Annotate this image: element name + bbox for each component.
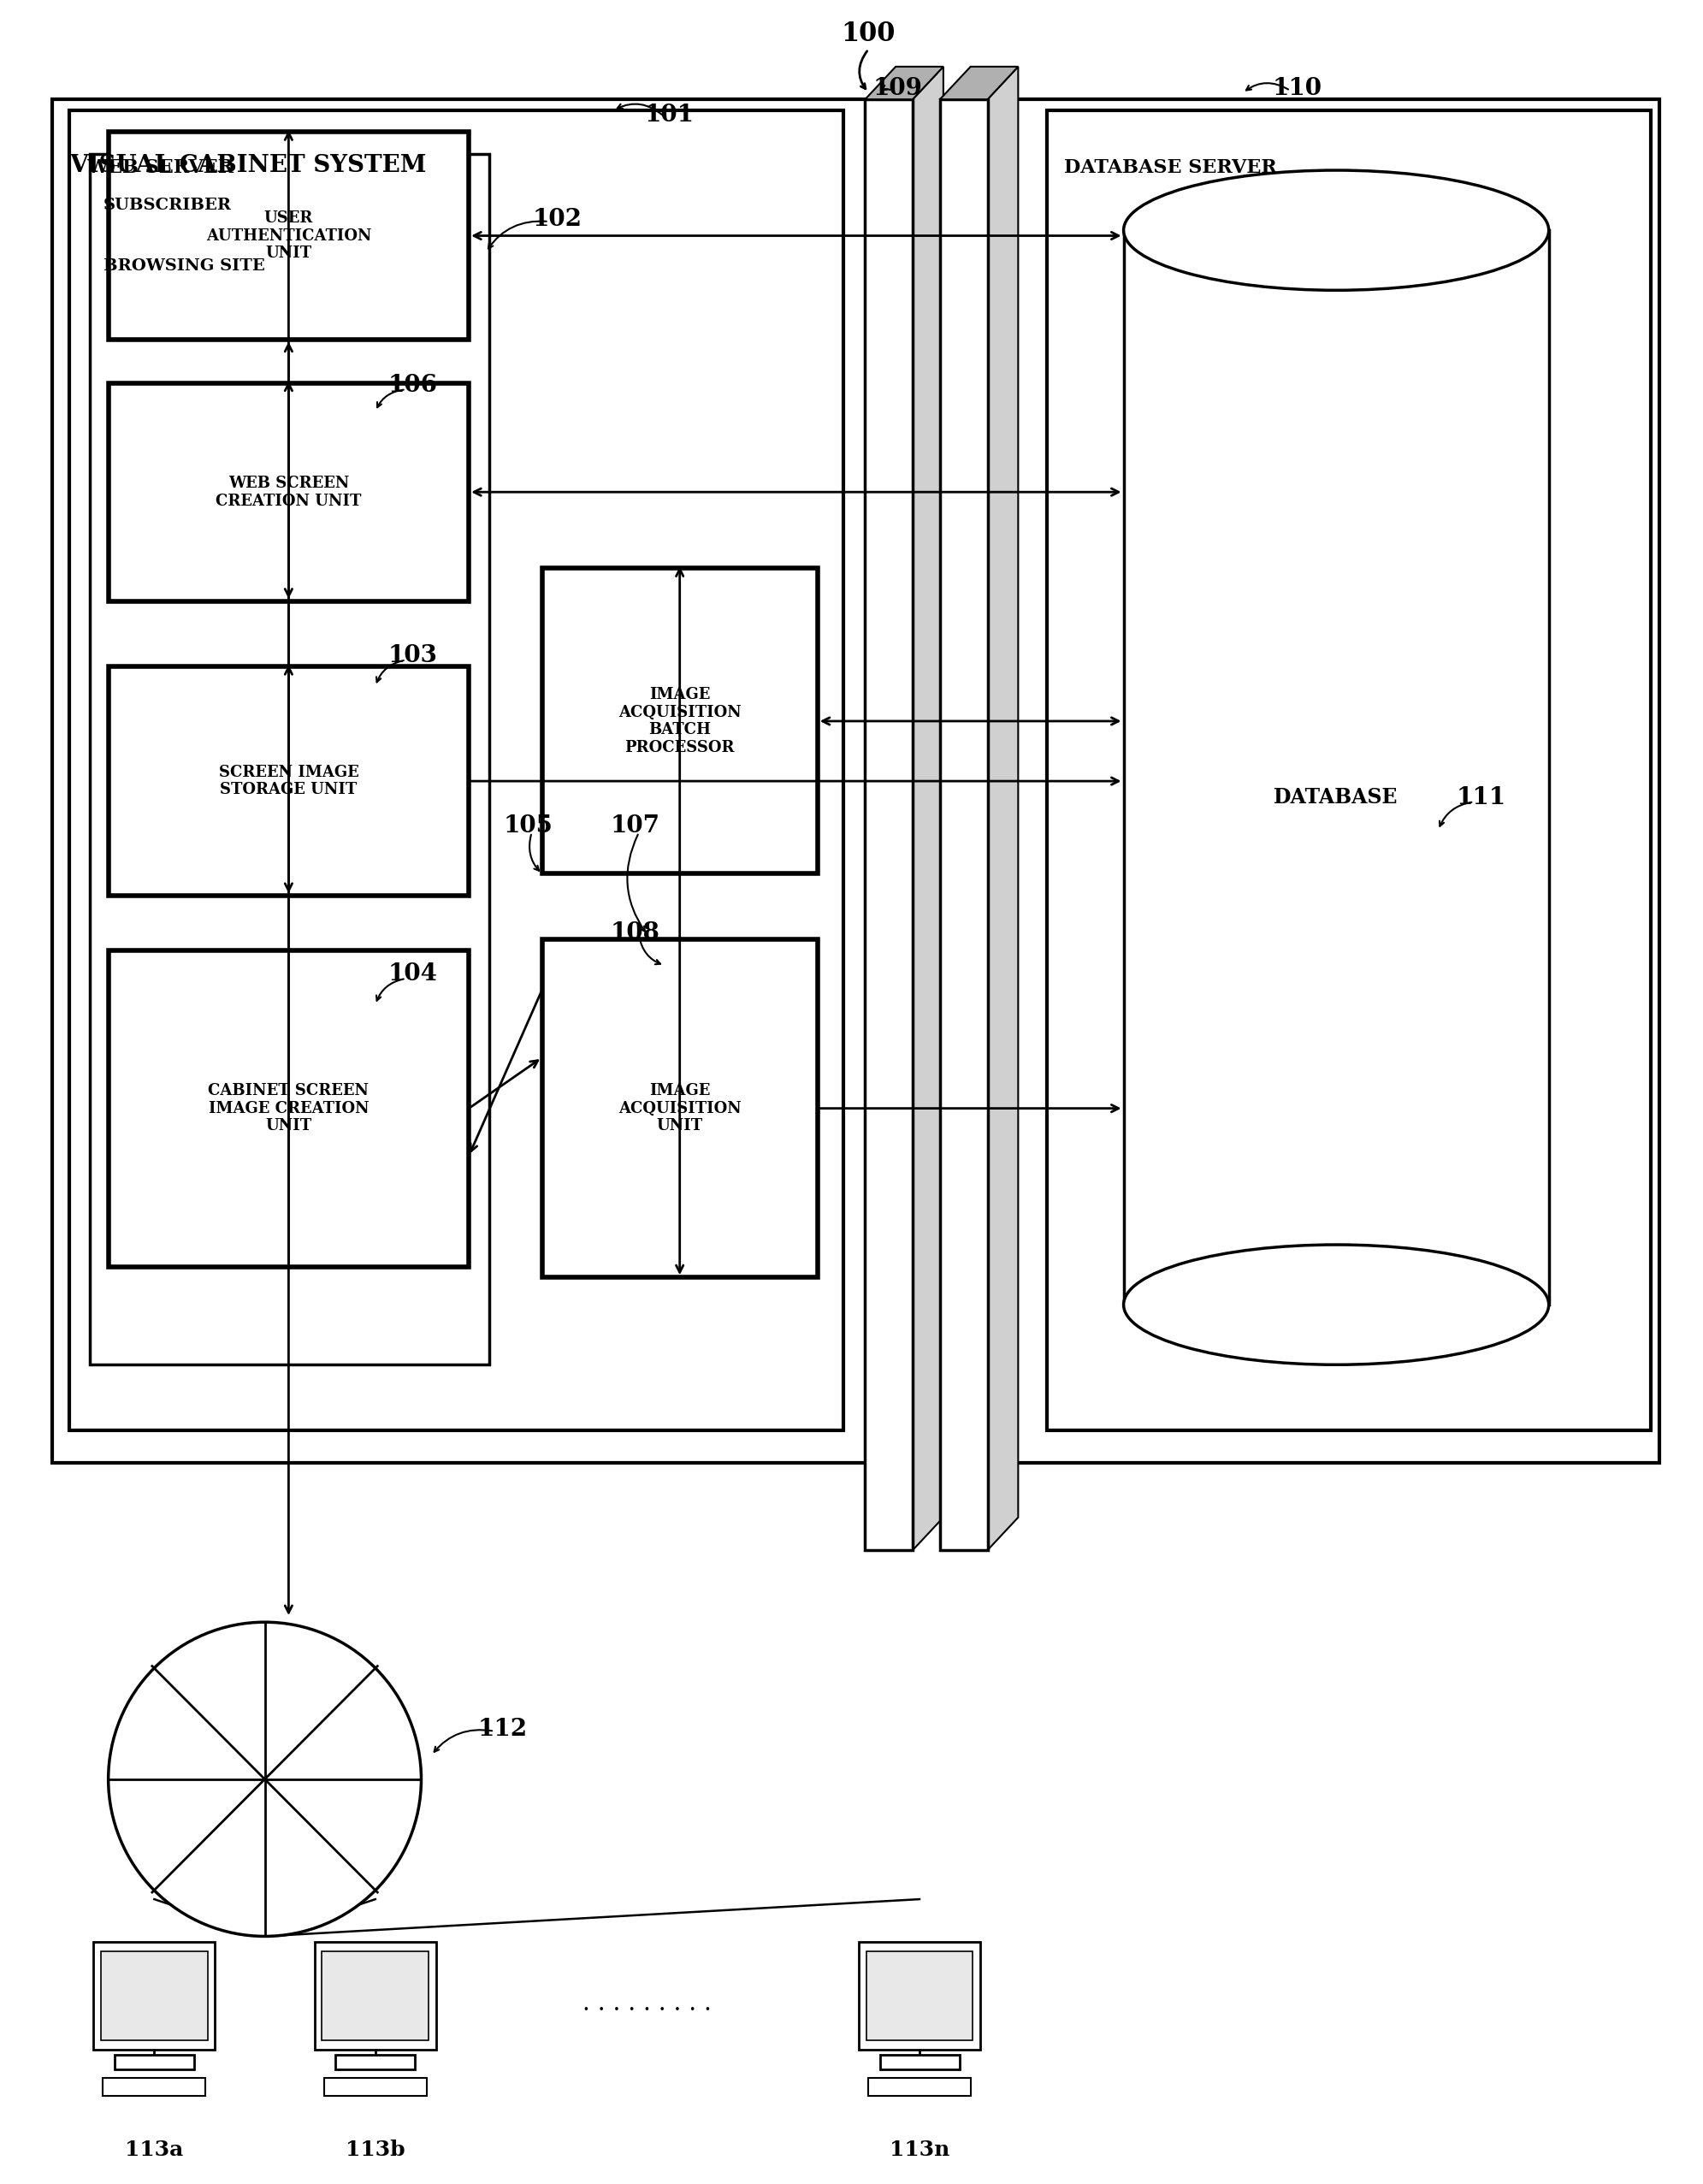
Text: USER
AUTHENTICATION
UNIT: USER AUTHENTICATION UNIT [206, 210, 371, 262]
Bar [324, 2077, 427, 2094]
Text: SCREEN IMAGE
STORAGE UNIT: SCREEN IMAGE STORAGE UNIT [218, 764, 359, 797]
Bar [1047, 109, 1650, 1431]
Bar [542, 939, 817, 1278]
Bar [109, 382, 468, 601]
Text: 109: 109 [872, 76, 921, 100]
Text: DATABASE SERVER: DATABASE SERVER [1064, 157, 1277, 177]
Text: 113a: 113a [124, 2140, 184, 2160]
Text: WEB SERVER: WEB SERVER [87, 157, 233, 177]
Text: 100: 100 [841, 20, 896, 48]
Bar [90, 153, 489, 1365]
Text: 104: 104 [388, 963, 438, 985]
Text: 101: 101 [645, 103, 695, 127]
Polygon shape [940, 68, 1018, 98]
Bar [315, 1942, 436, 2051]
Text: CABINET SCREEN
IMAGE CREATION
UNIT: CABINET SCREEN IMAGE CREATION UNIT [208, 1083, 370, 1133]
Text: DATABASE: DATABASE [1274, 786, 1398, 808]
Polygon shape [865, 68, 943, 98]
Text: VISUAL CABINET SYSTEM: VISUAL CABINET SYSTEM [70, 153, 426, 177]
Bar [858, 1942, 981, 2051]
Bar [542, 568, 817, 874]
Text: 105: 105 [504, 815, 553, 836]
Bar [869, 2077, 971, 2094]
Polygon shape [913, 68, 943, 1551]
Bar [102, 2077, 206, 2094]
Bar [880, 2055, 959, 2068]
Ellipse shape [1124, 1245, 1548, 1365]
Text: 106: 106 [388, 373, 438, 397]
Text: SUBSCRIBER: SUBSCRIBER [104, 197, 232, 212]
Bar [322, 1952, 429, 2040]
Text: 110: 110 [1272, 76, 1322, 100]
Polygon shape [988, 68, 1018, 1551]
Bar [867, 1952, 972, 2040]
Text: 108: 108 [611, 922, 661, 943]
Bar [940, 98, 988, 1551]
Ellipse shape [1124, 170, 1548, 290]
Text: IMAGE
ACQUISITION
BATCH
PROCESSOR: IMAGE ACQUISITION BATCH PROCESSOR [618, 686, 741, 756]
Text: 112: 112 [479, 1717, 528, 1741]
Bar [94, 1942, 215, 2051]
Bar [335, 2055, 416, 2068]
Text: 103: 103 [388, 644, 438, 668]
Text: 102: 102 [533, 207, 582, 232]
Text: 113b: 113b [346, 2140, 405, 2160]
Bar [109, 131, 468, 339]
Bar [70, 109, 843, 1431]
Bar [865, 98, 913, 1551]
Bar [100, 1952, 208, 2040]
Text: WEB SCREEN
CREATION UNIT: WEB SCREEN CREATION UNIT [216, 476, 361, 509]
Bar [1124, 229, 1548, 1304]
Text: 113n: 113n [889, 2140, 950, 2160]
Ellipse shape [109, 1623, 421, 1937]
Bar [109, 666, 468, 895]
Text: IMAGE
ACQUISITION
UNIT: IMAGE ACQUISITION UNIT [618, 1083, 741, 1133]
Bar [109, 950, 468, 1267]
Text: 107: 107 [611, 815, 661, 836]
Text: . . . . . . . . .: . . . . . . . . . [582, 1992, 712, 2016]
Text: 111: 111 [1456, 786, 1505, 808]
Text: BROWSING SITE: BROWSING SITE [104, 258, 264, 273]
Bar [53, 98, 1659, 1463]
Bar [114, 2055, 194, 2068]
